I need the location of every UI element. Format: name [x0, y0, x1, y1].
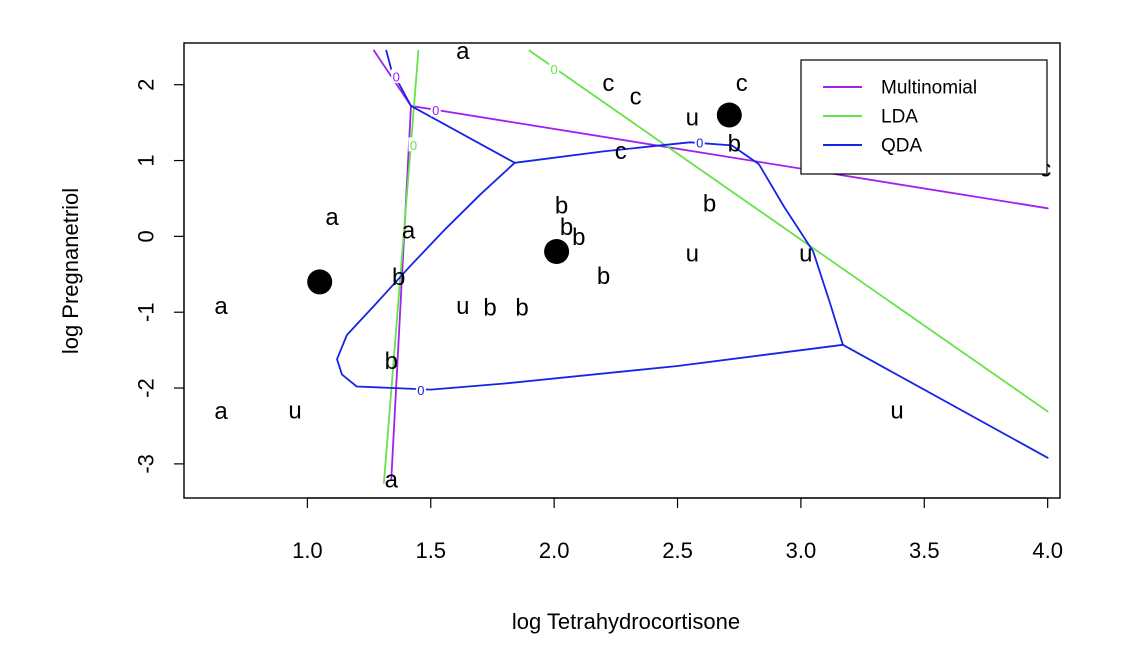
boundary-line-lda-0 — [383, 49, 420, 484]
centroids — [307, 102, 742, 295]
contour-label-bg-multinomial-1 — [430, 102, 441, 117]
point-label-b-15: b — [728, 131, 741, 158]
data-points: aaaaaabbbbbbbbbbcccccuuuuuu — [214, 38, 1051, 493]
centroid-point-1 — [544, 239, 570, 264]
boundary-line-qda-0 — [385, 49, 516, 164]
point-label-u-21: u — [686, 105, 699, 132]
x-tick-label-2: 2.0 — [539, 538, 570, 563]
point-label-a-4: a — [214, 398, 228, 425]
centroid-point-0 — [307, 269, 333, 295]
contour-label-bg-qda-1 — [415, 382, 426, 397]
point-label-c-19: c — [736, 70, 748, 97]
x-tick-label-5: 3.5 — [909, 538, 940, 563]
contour-label-bg-multinomial-0 — [391, 69, 402, 84]
boundary-line-qda-2 — [842, 343, 1049, 459]
point-label-a-1: a — [325, 204, 339, 231]
y-tick-label-1: -2 — [134, 378, 159, 398]
boundary-line-multinomial-1 — [390, 105, 412, 480]
point-label-b-12: b — [515, 294, 528, 321]
contour-label-multinomial-0: 0 — [393, 70, 400, 85]
y-tick-label-2: -1 — [134, 302, 159, 322]
y-tick-label-4: 1 — [134, 154, 159, 166]
contour-label-bg-qda-0 — [694, 135, 705, 150]
contour-label-qda-0: 0 — [696, 136, 703, 151]
point-label-b-9: b — [392, 264, 405, 291]
x-tick-label-0: 1.0 — [292, 538, 323, 563]
point-label-u-26: u — [890, 397, 903, 424]
y-axis: -3 -2 -1 0 1 2 — [134, 79, 185, 474]
point-label-u-24: u — [456, 293, 469, 320]
point-label-u-23: u — [799, 241, 812, 268]
point-label-b-13: b — [385, 348, 398, 375]
legend: Multinomial LDA QDA — [800, 59, 1048, 175]
y-tick-label-3: 0 — [134, 230, 159, 242]
point-label-a-2: a — [402, 218, 416, 245]
point-label-a-3: a — [214, 293, 228, 320]
boundary-line-lda-1 — [528, 49, 1049, 413]
contour-label-lda-1: 0 — [551, 62, 558, 77]
y-tick-label-0: -3 — [134, 454, 159, 474]
point-label-u-25: u — [288, 397, 301, 424]
point-label-b-6: b — [555, 193, 568, 220]
contour-labels: 0 0 0 0 0 0 — [391, 61, 705, 398]
point-label-b-14: b — [703, 190, 716, 217]
boundary-line-qda-1 — [513, 141, 844, 346]
x-axis: 1.0 1.5 2.0 2.5 3.0 3.5 4.0 — [292, 497, 1063, 563]
point-label-b-7: b — [560, 214, 573, 241]
legend-label-lda: LDA — [881, 107, 918, 128]
x-tick-label-1: 1.5 — [415, 538, 446, 563]
contour-label-multinomial-1: 0 — [432, 103, 439, 118]
point-label-a-0: a — [456, 38, 470, 65]
x-tick-label-4: 3.0 — [786, 538, 817, 563]
boundary-line-qda-3 — [336, 161, 844, 391]
legend-label-qda: QDA — [881, 136, 923, 157]
point-label-b-10: b — [597, 263, 610, 290]
point-label-c-16: c — [602, 70, 614, 97]
centroid-point-2 — [716, 102, 742, 128]
point-label-c-18: c — [615, 138, 627, 165]
point-label-u-22: u — [686, 241, 699, 268]
point-label-b-8: b — [572, 224, 585, 251]
point-label-a-5: a — [385, 466, 399, 493]
point-label-c-17: c — [630, 84, 642, 111]
x-axis-title: log Tetrahydrocortisone — [512, 609, 740, 634]
contour-label-bg-lda-0 — [408, 137, 419, 152]
x-tick-label-6: 4.0 — [1032, 538, 1063, 563]
contour-label-qda-1: 0 — [417, 383, 424, 398]
x-tick-label-3: 2.5 — [662, 538, 693, 563]
y-axis-title: log Pregnanetriol — [58, 188, 83, 354]
contour-label-lda-0: 0 — [410, 138, 417, 153]
contour-label-bg-lda-1 — [549, 61, 560, 76]
y-tick-label-5: 2 — [134, 79, 159, 91]
point-label-b-11: b — [483, 294, 496, 321]
legend-label-multinomial: Multinomial — [881, 78, 977, 99]
